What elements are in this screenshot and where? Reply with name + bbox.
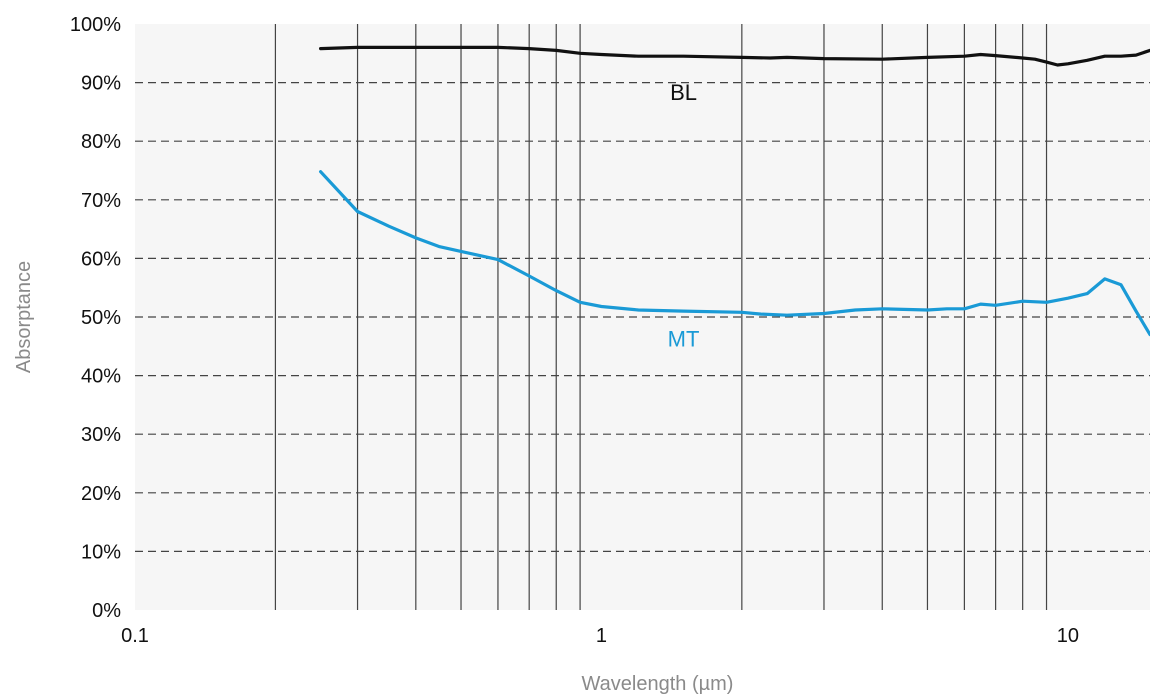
y-tick-label: 90% [81, 73, 121, 95]
x-axis-title: Wavelength (µm) [582, 673, 734, 695]
series-labels: BL MT [668, 80, 700, 351]
x-tick-label: 10 [1057, 625, 1079, 647]
y-tick-label: 40% [81, 366, 121, 388]
y-tick-label: 100% [70, 14, 121, 36]
y-tick-label: 50% [81, 307, 121, 329]
vertical-gridlines [274, 24, 1048, 610]
x-axis-tick-labels: 0.1 1 10 [121, 625, 1079, 647]
x-tick-label: 1 [596, 625, 607, 647]
x-tick-label: 0.1 [121, 625, 149, 647]
series-label-bl: BL [670, 80, 697, 105]
y-tick-label: 60% [81, 248, 121, 270]
y-tick-label: 70% [81, 190, 121, 212]
series-line-mt [319, 170, 1150, 337]
y-axis-title: Absorptance [13, 261, 35, 373]
series-layer [319, 45, 1150, 337]
y-axis-tick-labels: 0% 10% 20% 30% 40% 50% 60% 70% 80% 90% 100% [70, 14, 121, 622]
y-tick-label: 20% [81, 483, 121, 505]
y-tick-label: 30% [81, 424, 121, 446]
horizontal-gridlines [135, 81, 1150, 553]
series-line-bl [319, 45, 1150, 67]
y-tick-label: 10% [81, 541, 121, 563]
series-label-mt: MT [668, 326, 700, 351]
y-tick-label: 80% [81, 131, 121, 153]
y-tick-label: 0% [92, 600, 121, 622]
